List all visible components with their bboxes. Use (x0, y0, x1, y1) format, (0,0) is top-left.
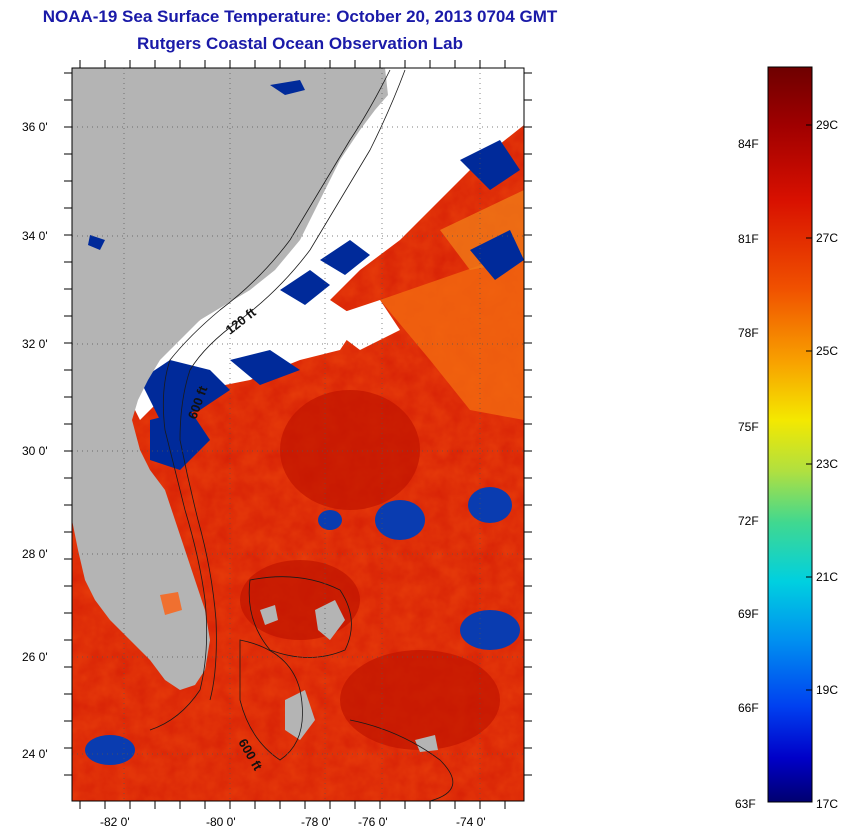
lat-tick-label: 32 0' (22, 337, 48, 351)
map-title: NOAA-19 Sea Surface Temperature: October… (42, 7, 558, 26)
lon-tick-label: -78 0' (301, 815, 331, 829)
lat-tick-label: 26 0' (22, 650, 48, 664)
colorbar-c-label: 25C (816, 344, 838, 358)
lon-tick-label: -74 0' (456, 815, 486, 829)
colorbar-f-label: 72F (738, 514, 759, 528)
colorbar-f-label: 63F (735, 797, 756, 811)
temperature-colorbar: 84F 81F 78F 75F 72F 69F 66F 63F 29C 27C … (735, 66, 838, 811)
colorbar-f-label: 66F (738, 701, 759, 715)
colorbar-fahrenheit-labels: 84F 81F 78F 75F 72F 69F 66F 63F (735, 137, 759, 811)
latitude-tick-labels: 36 0' 34 0' 32 0' 30 0' 28 0' 26 0' 24 0… (22, 120, 48, 761)
colorbar-c-label: 21C (816, 570, 838, 584)
sst-map-panel: 120 ft 600 ft 600 ft 36 0' 34 0' 32 0' 3… (22, 60, 838, 829)
colorbar-celsius-labels: 29C 27C 25C 23C 21C 19C 17C (816, 118, 838, 811)
lat-tick-label: 28 0' (22, 547, 48, 561)
map-frame (71, 67, 525, 802)
cloud-cover (130, 68, 524, 420)
map-tick-marks (64, 60, 532, 809)
map-body: 120 ft 600 ft 600 ft (72, 68, 524, 801)
colorbar-ticks (806, 124, 812, 691)
us-east-coast-land (72, 68, 388, 690)
bahamas-islands (260, 600, 438, 752)
lon-tick-label: -82 0' (100, 815, 130, 829)
longitude-tick-labels: -82 0' -80 0' -78 0' -76 0' -74 0' (100, 815, 486, 829)
map-subtitle: Rutgers Coastal Ocean Observation Lab (137, 34, 463, 53)
lat-tick-label: 36 0' (22, 120, 48, 134)
orange-sst-patch (380, 250, 524, 420)
colorbar-c-label: 23C (816, 457, 838, 471)
cold-sst-eddies (85, 487, 520, 765)
colorbar-f-label: 69F (738, 607, 759, 621)
lat-tick-label: 30 0' (22, 444, 48, 458)
colorbar-ramp (767, 66, 813, 803)
lat-lon-gridlines (72, 68, 524, 801)
lat-tick-label: 34 0' (22, 229, 48, 243)
colorbar-c-label: 29C (816, 118, 838, 132)
lon-tick-label: -80 0' (206, 815, 236, 829)
cloud-patch (320, 300, 400, 350)
inland-lakes (88, 80, 305, 615)
colorbar-f-label: 78F (738, 326, 759, 340)
colorbar-c-label: 19C (816, 683, 838, 697)
lat-tick-label: 24 0' (22, 747, 48, 761)
colorbar-f-label: 81F (738, 232, 759, 246)
colorbar-c-label: 27C (816, 231, 838, 245)
colorbar-f-label: 75F (738, 420, 759, 434)
lon-tick-label: -76 0' (358, 815, 388, 829)
bathymetry-contours (149, 69, 454, 801)
colorbar-c-label: 17C (816, 797, 838, 811)
colorbar-f-label: 84F (738, 137, 759, 151)
